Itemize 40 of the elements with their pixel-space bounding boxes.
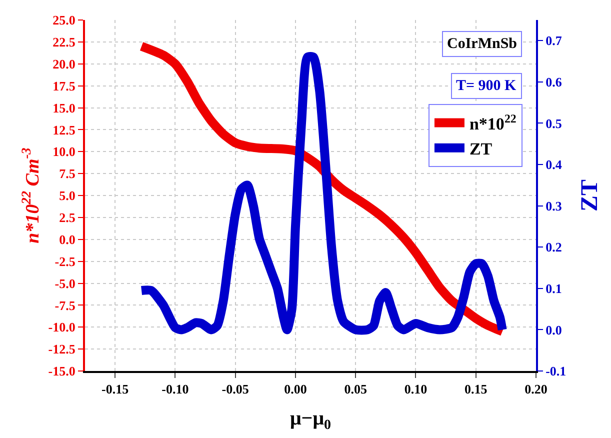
y2-tick-label: 0.1 — [546, 280, 562, 296]
y-tick-label: -10.0 — [48, 320, 76, 335]
x-tick-label: 0.20 — [524, 382, 548, 397]
x-tick-label: 0.15 — [464, 382, 488, 397]
annotation: T= 900 K — [456, 78, 517, 94]
y-tick-label: 20.0 — [52, 56, 76, 72]
y2-tick-label: 0.5 — [546, 116, 562, 131]
y-tick-label: 17.5 — [52, 78, 76, 94]
legend-label: ZT — [469, 140, 493, 159]
x-tick-label: -0.15 — [102, 382, 130, 397]
y2-tick-label: 0.6 — [546, 74, 562, 90]
x-axis-title: μ−μ$_{0}$ — [290, 408, 332, 433]
y2-axis-title: ZT — [576, 179, 603, 212]
x-tick-label: 0.00 — [284, 382, 307, 397]
y-tick-label: -7.5 — [54, 298, 76, 313]
y-tick-label: 2.5 — [59, 210, 76, 225]
annotation: CoIrMnSb — [447, 36, 518, 52]
y2-tick-label: -0.1 — [546, 364, 566, 379]
y-tick-label: 15.0 — [52, 100, 76, 116]
legend-label: n*10$^{22}$ — [469, 111, 516, 134]
y-tick-label: 22.5 — [52, 34, 76, 50]
y-tick-label: -2.5 — [54, 254, 76, 269]
y-tick-label: -12.5 — [48, 342, 76, 357]
y-tick-label: -5.0 — [54, 276, 76, 291]
y2-tick-label: 0.0 — [546, 322, 562, 338]
y-tick-label: 5.0 — [59, 188, 76, 204]
y2-tick-label: 0.2 — [546, 240, 562, 255]
y-tick-label: 7.5 — [59, 166, 76, 182]
y-tick-label: -15.0 — [48, 364, 76, 379]
x-tick-label: 0.05 — [344, 382, 368, 397]
y2-tick-label: 0.4 — [546, 157, 562, 172]
y2-tick-label: 0.3 — [546, 198, 562, 214]
y-tick-label: 25.0 — [52, 12, 76, 28]
x-tick-label: 0.10 — [404, 382, 428, 397]
x-tick-label: -0.10 — [162, 382, 189, 397]
x-tick-label: -0.05 — [222, 382, 250, 397]
y-tick-label: 12.5 — [52, 122, 76, 138]
y2-tick-label: 0.7 — [546, 33, 562, 48]
y-tick-label: 10.0 — [52, 144, 76, 160]
y-tick-label: 0.0 — [59, 232, 76, 247]
